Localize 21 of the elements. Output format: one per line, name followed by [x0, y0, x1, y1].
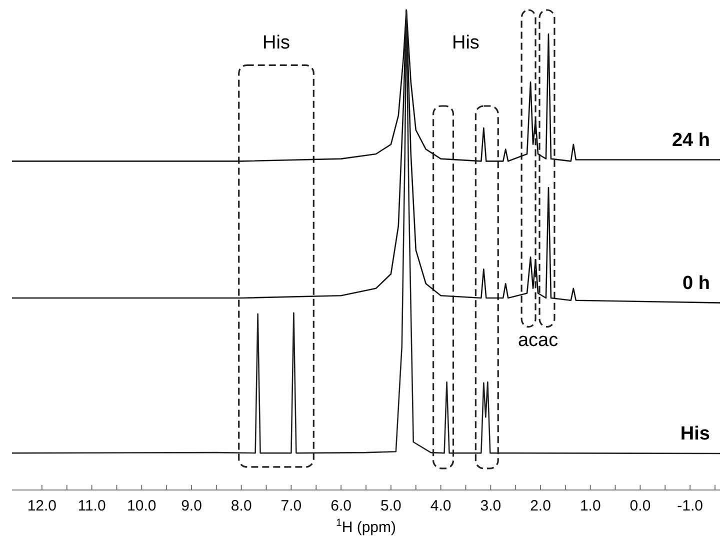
x-tick-label: 7.0 [280, 498, 302, 515]
x-tick-label: 5.0 [380, 498, 402, 515]
x-tick-label: 8.0 [230, 498, 252, 515]
annotation: His [452, 32, 480, 54]
x-tick-label: 2.0 [530, 498, 551, 515]
annotation: His [262, 32, 290, 54]
x-tick-label: 11.0 [78, 498, 106, 515]
x-tick-label: 0.0 [630, 498, 651, 515]
x-tick-label: 1.0 [580, 498, 601, 515]
series-label: 0 h [682, 272, 710, 294]
x-tick-label: 9.0 [181, 498, 202, 515]
x-tick-label: 3.0 [480, 498, 502, 515]
x-tick-label: -1.0 [677, 498, 704, 515]
x-tick-label: 6.0 [330, 498, 352, 515]
x-tick-label: 4.0 [430, 498, 452, 515]
x-tick-label: 12.0 [27, 498, 57, 515]
series-label: 24 h [672, 130, 710, 151]
x-tick-label: 10.0 [127, 498, 156, 515]
series-label: His [680, 424, 710, 445]
annotation: acac [518, 330, 558, 351]
x-axis-title: $^{1}$H (ppm) [336, 517, 396, 536]
